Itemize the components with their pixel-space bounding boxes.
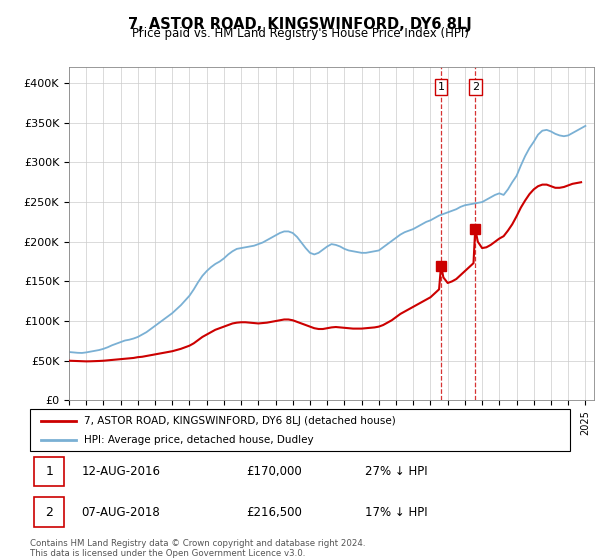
Text: 17% ↓ HPI: 17% ↓ HPI — [365, 506, 427, 519]
Text: 12-AUG-2016: 12-AUG-2016 — [82, 465, 160, 478]
Text: £170,000: £170,000 — [246, 465, 302, 478]
Bar — [34, 457, 64, 486]
Text: 27% ↓ HPI: 27% ↓ HPI — [365, 465, 427, 478]
Text: 1: 1 — [437, 82, 445, 92]
Text: 7, ASTOR ROAD, KINGSWINFORD, DY6 8LJ (detached house): 7, ASTOR ROAD, KINGSWINFORD, DY6 8LJ (de… — [84, 416, 396, 426]
Text: 2: 2 — [472, 82, 479, 92]
Text: £216,500: £216,500 — [246, 506, 302, 519]
Bar — [34, 497, 64, 526]
Text: 2: 2 — [45, 506, 53, 519]
Text: Contains HM Land Registry data © Crown copyright and database right 2024.
This d: Contains HM Land Registry data © Crown c… — [30, 539, 365, 558]
Text: Price paid vs. HM Land Registry's House Price Index (HPI): Price paid vs. HM Land Registry's House … — [131, 27, 469, 40]
Text: 07-AUG-2018: 07-AUG-2018 — [82, 506, 160, 519]
Text: HPI: Average price, detached house, Dudley: HPI: Average price, detached house, Dudl… — [84, 435, 314, 445]
Text: 1: 1 — [45, 465, 53, 478]
Text: 7, ASTOR ROAD, KINGSWINFORD, DY6 8LJ: 7, ASTOR ROAD, KINGSWINFORD, DY6 8LJ — [128, 17, 472, 32]
